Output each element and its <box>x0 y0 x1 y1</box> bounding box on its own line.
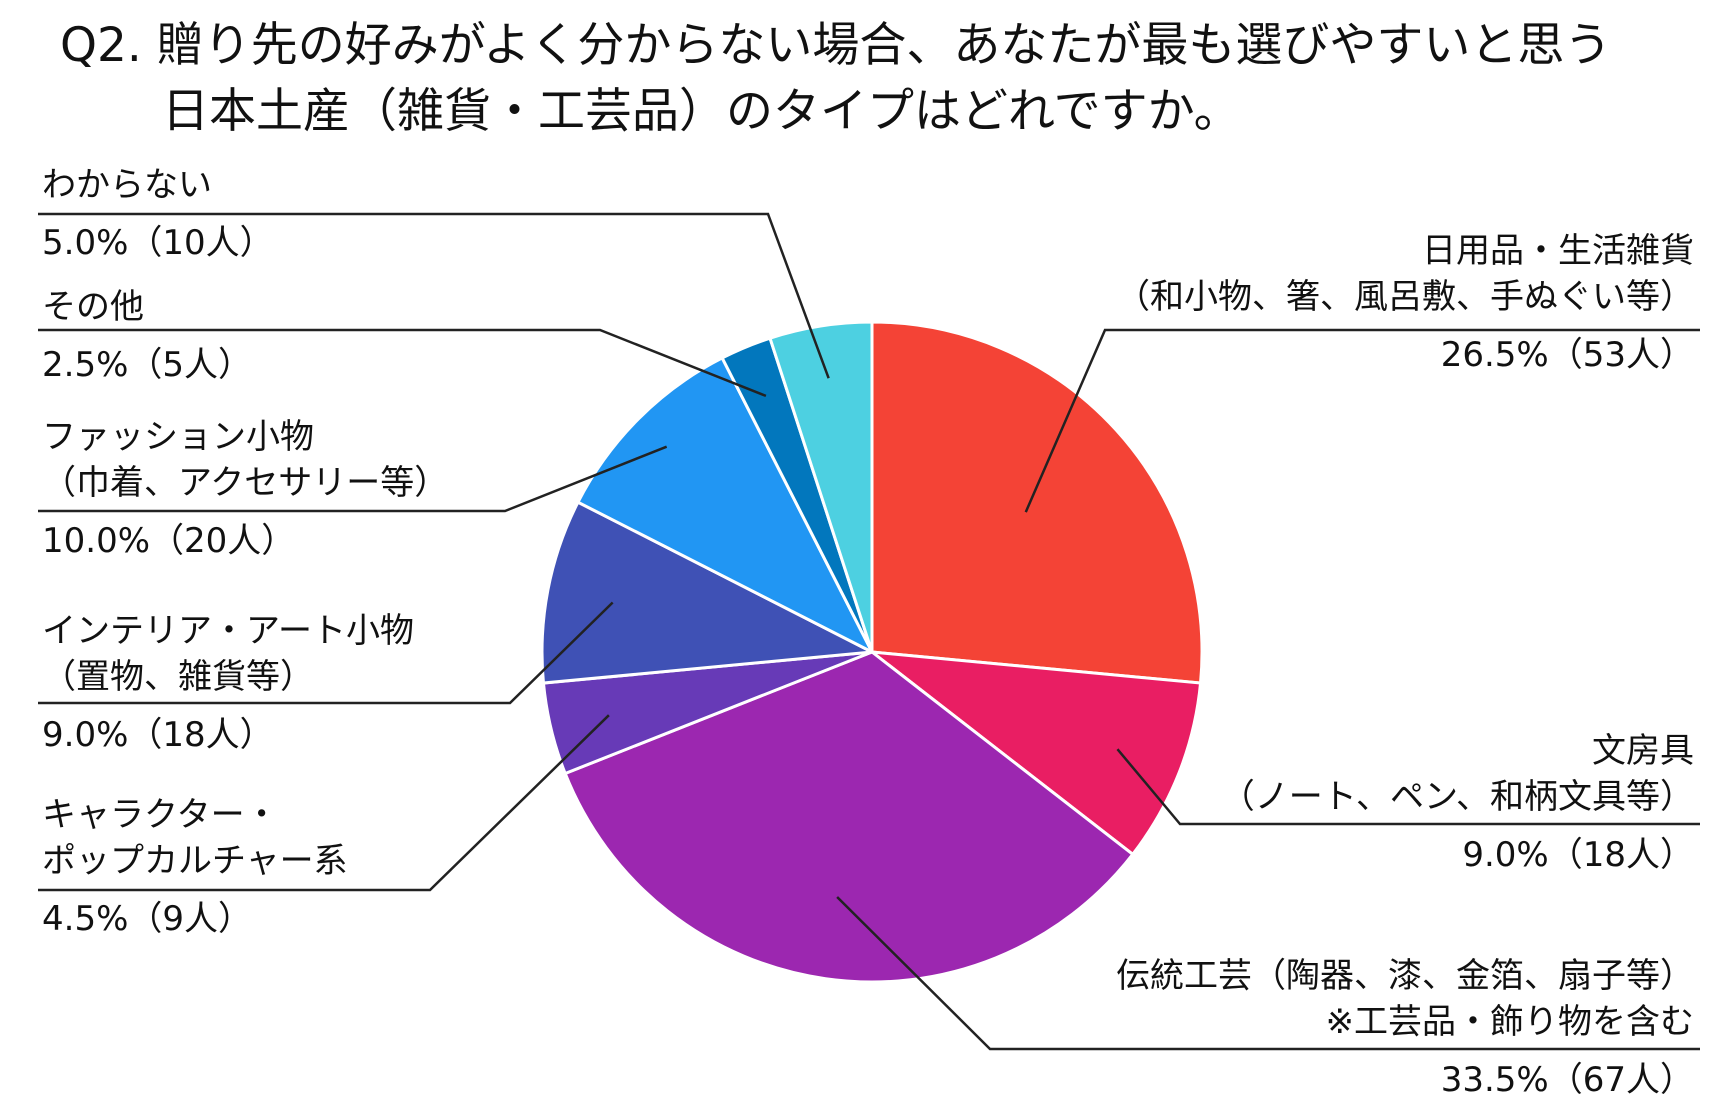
label-traditional-crafts-line1: 伝統工芸（陶器、漆、金箔、扇子等） <box>1116 956 1694 996</box>
label-interior-art-line1: インテリア・アート小物 <box>42 611 414 651</box>
pie-slice-fashion <box>575 355 876 656</box>
label-unknown-line1: わからない <box>42 165 212 205</box>
label-daily-goods: 日用品・生活雑貨 （和小物、箸、風呂敷、手ぬぐい等） 26.5%（53人） <box>1116 228 1694 378</box>
label-traditional-crafts: 伝統工芸（陶器、漆、金箔、扇子等） ※工芸品・飾り物を含む 33.5%（67人） <box>1116 953 1694 1103</box>
leader-line-unknown <box>38 212 830 379</box>
label-character-popculture-value: 4.5%（9人） <box>42 899 253 939</box>
pie-slice-unknown <box>768 320 874 653</box>
leader-line-traditional-crafts <box>836 896 1700 1051</box>
leader-line-interior-art <box>38 601 614 705</box>
label-character-popculture: キャラクター・ ポップカルチャー系 4.5%（9人） <box>42 792 348 942</box>
label-interior-art-value: 9.0%（18人） <box>42 715 274 755</box>
label-unknown-value: 5.0%（10人） <box>42 223 274 263</box>
label-daily-goods-value: 26.5%（53人） <box>1440 335 1694 375</box>
pie-slice-traditional-crafts <box>563 650 1135 984</box>
label-stationery: 文房具 （ノート、ペン、和柄文具等） 9.0%（18人） <box>1221 728 1694 878</box>
pie-slice-daily-goods <box>870 320 1204 685</box>
label-fashion-line1: ファッション小物 <box>42 417 314 457</box>
leader-line-character-popculture <box>38 714 610 892</box>
leader-line-fashion <box>38 445 668 513</box>
label-daily-goods-line2: （和小物、箸、風呂敷、手ぬぐい等） <box>1116 277 1694 317</box>
label-other-line1: その他 <box>42 287 144 327</box>
leader-line-daily-goods <box>1024 328 1700 513</box>
label-daily-goods-line1: 日用品・生活雑貨 <box>1422 231 1694 271</box>
label-stationery-value: 9.0%（18人） <box>1462 835 1694 875</box>
label-stationery-line1: 文房具 <box>1592 731 1694 771</box>
label-character-popculture-line2: ポップカルチャー系 <box>42 841 348 881</box>
leader-line-other <box>38 328 767 398</box>
label-traditional-crafts-line2: ※工芸品・飾り物を含む <box>1325 1002 1695 1042</box>
label-interior-art: インテリア・アート小物 （置物、雑貨等） 9.0%（18人） <box>42 608 414 758</box>
chart-title-line-1: Q2. 贈り先の好みがよく分からない場合、あなたが最も選びやすいと思う <box>60 18 1612 73</box>
label-fashion-value: 10.0%（20人） <box>42 521 296 561</box>
label-interior-art-line2: （置物、雑貨等） <box>42 657 314 697</box>
label-fashion-line2: （巾着、アクセサリー等） <box>42 463 449 503</box>
label-stationery-line2: （ノート、ペン、和柄文具等） <box>1220 777 1694 817</box>
pie-slice-stationery <box>867 650 1203 857</box>
label-traditional-crafts-value: 33.5%（67人） <box>1440 1060 1694 1100</box>
label-other-value: 2.5%（5人） <box>42 345 253 385</box>
label-fashion: ファッション小物 （巾着、アクセサリー等） 10.0%（20人） <box>42 414 448 564</box>
label-character-popculture-line1: キャラクター・ <box>42 795 279 835</box>
label-unknown: わからない 5.0%（10人） <box>42 162 274 266</box>
chart-title-line-2: 日本土産（雑貨・工芸品）のタイプはどれですか。 <box>162 84 1241 139</box>
label-other: その他 2.5%（5人） <box>42 284 252 388</box>
leader-line-stationery <box>1116 748 1700 826</box>
